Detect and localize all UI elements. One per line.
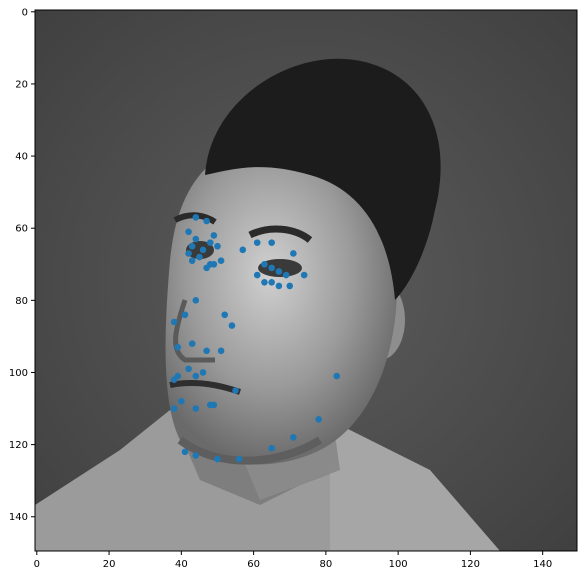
data-point [214, 455, 221, 463]
data-point [203, 347, 210, 355]
data-point [181, 311, 189, 319]
data-point [214, 242, 221, 250]
x-tick-label: 60 [247, 559, 260, 570]
x-tick-label: 0 [34, 559, 40, 570]
y-tick-label: 60 [15, 224, 28, 235]
data-point [210, 260, 218, 268]
data-point [178, 398, 185, 405]
x-tick-label: 120 [461, 559, 480, 570]
data-point [268, 279, 275, 286]
y-tick-label: 80 [15, 296, 28, 307]
y-axis: 0 20 40 60 80 100 120 140 [9, 7, 35, 523]
data-point [188, 257, 196, 264]
y-tick-label: 20 [15, 79, 28, 90]
data-point [261, 279, 268, 286]
y-tick-label: 100 [9, 368, 28, 379]
data-point [268, 444, 275, 452]
data-point [290, 434, 297, 441]
x-tick-label: 80 [320, 559, 333, 570]
data-point [232, 387, 239, 394]
data-point [221, 311, 228, 319]
data-point [282, 271, 290, 279]
data-point [286, 282, 294, 290]
data-point [185, 365, 192, 373]
data-point [210, 232, 218, 239]
data-point [192, 452, 200, 459]
data-point [192, 235, 200, 243]
landmark-points [170, 214, 341, 463]
y-tick-label: 0 [22, 7, 28, 18]
data-point [210, 401, 218, 409]
data-point [217, 257, 225, 264]
data-point [199, 369, 207, 376]
data-point [174, 372, 182, 380]
data-point [192, 372, 200, 380]
data-point [239, 246, 247, 254]
x-tick-label: 40 [175, 559, 188, 570]
data-point [253, 239, 261, 246]
data-point [185, 228, 192, 236]
data-point [300, 271, 308, 279]
data-point [217, 347, 225, 355]
data-point [188, 340, 196, 347]
data-point [290, 250, 297, 257]
data-point [196, 253, 203, 261]
data-point [181, 448, 189, 456]
data-point [192, 405, 200, 412]
x-tick-label: 20 [103, 559, 116, 570]
data-point [192, 214, 200, 221]
face-image [35, 10, 577, 551]
data-point [174, 343, 182, 351]
data-point [228, 322, 236, 329]
data-point [192, 297, 200, 304]
data-point [253, 271, 261, 279]
x-tick-label: 140 [533, 559, 552, 570]
data-point [203, 217, 210, 225]
data-point [275, 268, 283, 275]
data-point [206, 239, 214, 246]
data-point [188, 242, 196, 250]
axes-frame [34, 9, 578, 552]
data-point [268, 239, 275, 246]
data-point [199, 246, 207, 254]
data-point [203, 264, 210, 272]
data-point [268, 264, 275, 272]
data-point [170, 405, 178, 412]
x-tick-label: 100 [389, 559, 408, 570]
y-tick-label: 140 [9, 512, 28, 523]
y-tick-label: 40 [15, 152, 28, 163]
y-tick-label: 120 [9, 440, 28, 451]
data-point [275, 282, 283, 290]
data-point [333, 372, 341, 380]
data-point [315, 416, 322, 423]
data-point [261, 260, 268, 268]
data-point [185, 250, 192, 257]
x-axis: 0 20 40 60 80 100 120 140 [34, 551, 552, 570]
data-point [170, 318, 178, 326]
data-point [235, 455, 243, 463]
